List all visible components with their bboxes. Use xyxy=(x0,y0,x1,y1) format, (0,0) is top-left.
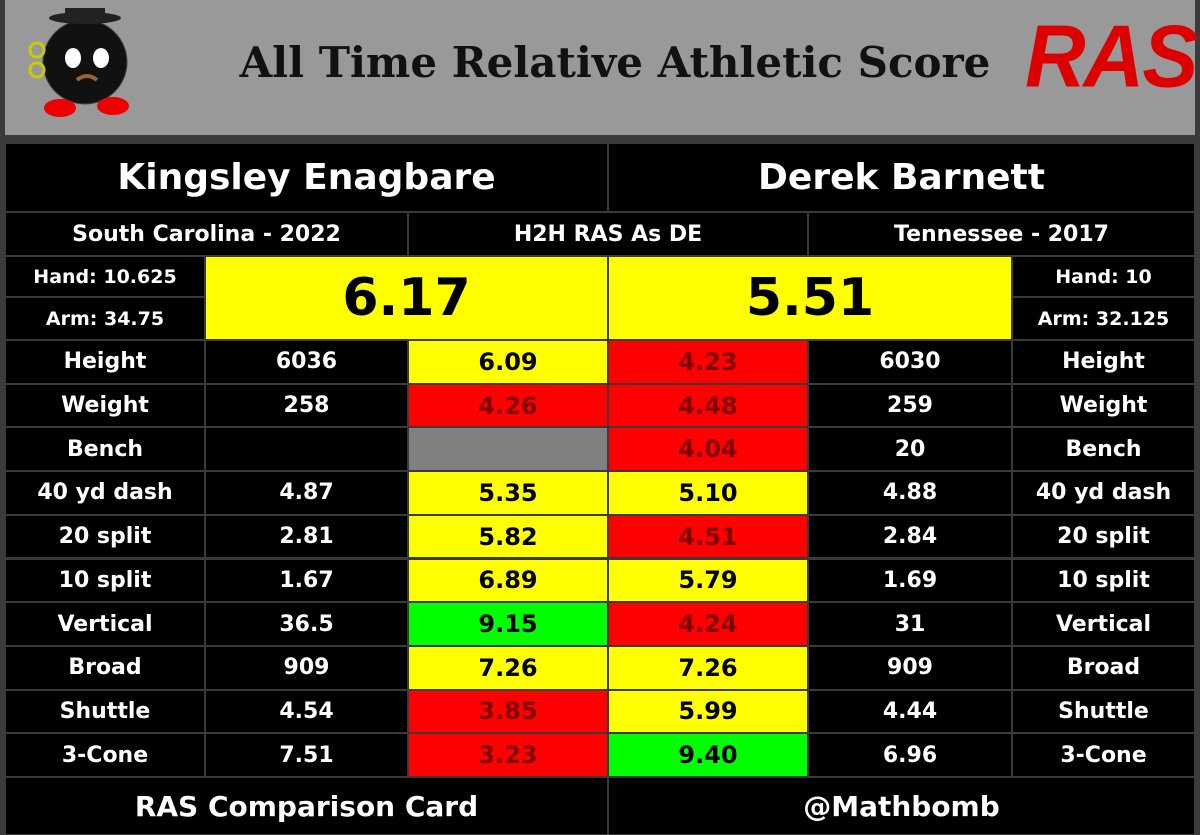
metric-score: 6.09 xyxy=(409,341,607,383)
metric-score: 4.48 xyxy=(609,384,807,427)
arm: Arm: 34.75 xyxy=(6,298,204,339)
metric-score: 7.26 xyxy=(609,646,807,689)
measurement: 4.88 xyxy=(809,472,1011,514)
school: Tennessee - 2017 xyxy=(809,213,1194,255)
metric-score: 4.23 xyxy=(609,341,807,383)
arm: Arm: 32.125 xyxy=(1013,298,1194,339)
player-name: Derek Barnett xyxy=(609,144,1194,211)
metric-score: 9.15 xyxy=(409,603,607,645)
measurement: 6030 xyxy=(809,341,1011,383)
metric-score: 5.99 xyxy=(609,690,807,733)
metric-score: 9.40 xyxy=(609,734,807,776)
metric-score: 7.26 xyxy=(409,646,607,689)
logo xyxy=(28,8,129,117)
metric-label: Height xyxy=(1013,341,1194,383)
metric-label: Broad xyxy=(6,646,204,689)
metric-label: Weight xyxy=(1013,384,1194,427)
measurement: 259 xyxy=(809,384,1011,427)
metric-score: 3.23 xyxy=(409,734,607,776)
metric-score: 6.89 xyxy=(409,559,607,602)
comparison-label: H2H RAS As DE xyxy=(409,213,807,255)
metric-label: 10 split xyxy=(6,559,204,602)
metric-label: Shuttle xyxy=(1013,690,1194,733)
metric-label: 3-Cone xyxy=(6,734,204,776)
metric-score: 4.26 xyxy=(409,384,607,427)
measurement: 909 xyxy=(809,646,1011,689)
title: All Time Relative Athletic Score xyxy=(239,38,991,87)
metric-score: 3.85 xyxy=(409,690,607,733)
measurement: 6036 xyxy=(206,341,407,383)
measurement: 4.87 xyxy=(206,472,407,514)
hand: Hand: 10.625 xyxy=(6,257,204,296)
player-name: Kingsley Enagbare xyxy=(6,144,607,211)
metric-score: 5.10 xyxy=(609,472,807,514)
metric-score: 5.79 xyxy=(609,559,807,602)
measurement: 909 xyxy=(206,646,407,689)
measurement: 258 xyxy=(206,384,407,427)
metric-label: 10 split xyxy=(1013,559,1194,602)
measurement: 20 xyxy=(809,428,1011,471)
metric-label: Broad xyxy=(1013,646,1194,689)
header: All Time Relative Athletic Score RAS xyxy=(5,0,1198,135)
measurement: 36.5 xyxy=(206,603,407,645)
measurement: 7.51 xyxy=(206,734,407,776)
metric-score: 4.24 xyxy=(609,603,807,645)
metric-label: 3-Cone xyxy=(1013,734,1194,776)
metric-score xyxy=(409,428,607,471)
footer-text: RAS Comparison Card xyxy=(6,778,607,834)
metric-label: 40 yd dash xyxy=(1013,472,1194,514)
measurement: 2.84 xyxy=(809,515,1011,558)
ras-logo: RAS xyxy=(1025,6,1198,106)
measurement: 1.69 xyxy=(809,559,1011,602)
metric-label: Bench xyxy=(1013,428,1194,471)
ras-score: 5.51 xyxy=(609,257,1011,339)
metric-score: 4.04 xyxy=(609,428,807,471)
ras-score: 6.17 xyxy=(206,257,607,339)
metric-label: Vertical xyxy=(1013,603,1194,645)
metric-label: 40 yd dash xyxy=(6,472,204,514)
measurement: 4.54 xyxy=(206,690,407,733)
metric-label: Vertical xyxy=(6,603,204,645)
measurement: 2.81 xyxy=(206,515,407,558)
metric-score: 4.51 xyxy=(609,515,807,558)
metric-label: Shuttle xyxy=(6,690,204,733)
metric-score: 5.82 xyxy=(409,515,607,558)
metric-label: Weight xyxy=(6,384,204,427)
metric-label: Height xyxy=(6,341,204,383)
hand: Hand: 10 xyxy=(1013,257,1194,296)
metric-label: 20 split xyxy=(6,515,204,558)
metric-score: 5.35 xyxy=(409,472,607,514)
footer-text: @Mathbomb xyxy=(609,778,1194,834)
metric-label: Bench xyxy=(6,428,204,471)
measurement: 1.67 xyxy=(206,559,407,602)
measurement: 4.44 xyxy=(809,690,1011,733)
school: South Carolina - 2022 xyxy=(6,213,407,255)
metric-label: 20 split xyxy=(1013,515,1194,558)
measurement: 31 xyxy=(809,603,1011,645)
measurement xyxy=(206,428,407,471)
measurement: 6.96 xyxy=(809,734,1011,776)
